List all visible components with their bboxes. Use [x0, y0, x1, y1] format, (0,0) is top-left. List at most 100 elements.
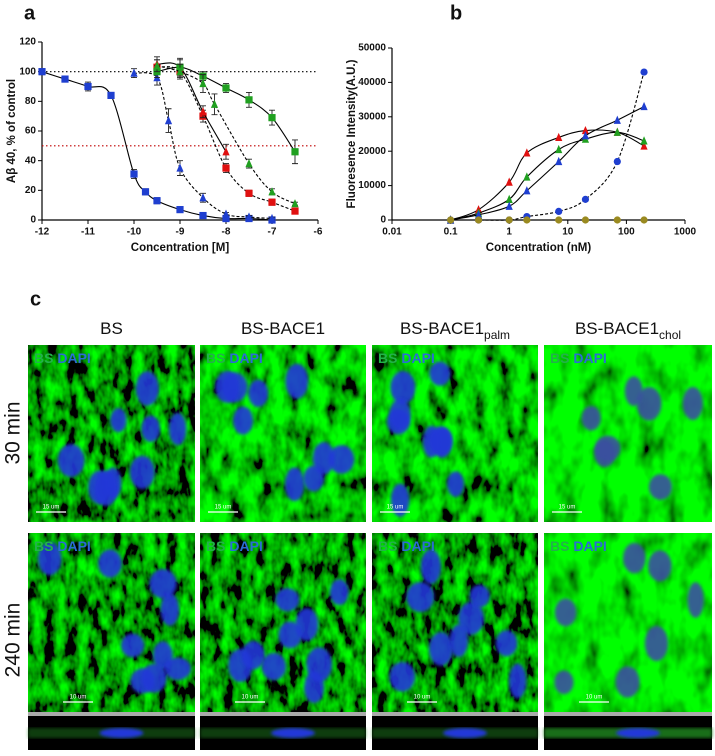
bs-signal — [200, 533, 366, 712]
y-tick-label: 0 — [380, 215, 386, 226]
nucleus — [509, 663, 527, 699]
data-point — [291, 199, 299, 208]
nucleus — [303, 465, 324, 492]
data-point — [523, 186, 531, 195]
stain-dapi: DAPI — [401, 538, 434, 554]
data-point — [640, 136, 648, 145]
nucleus — [447, 471, 465, 497]
bs-signal — [544, 345, 712, 522]
nucleus — [248, 379, 269, 407]
fit-line — [450, 131, 645, 221]
nucleus — [233, 406, 253, 435]
nucleus — [469, 584, 490, 608]
stain-label: BS DAPI — [206, 538, 263, 554]
y-tick-label: 40000 — [358, 77, 386, 88]
nucleus — [278, 621, 302, 649]
data-point — [555, 207, 563, 215]
data-point — [38, 68, 46, 76]
data-point — [613, 157, 621, 166]
y-tick-label: 10000 — [358, 180, 386, 191]
nucleus — [406, 582, 435, 613]
stain-dapi: DAPI — [401, 350, 434, 366]
nucleus — [57, 443, 85, 477]
nucleus — [285, 363, 309, 399]
data-point — [176, 163, 184, 172]
x-tick-label: -9 — [176, 227, 185, 238]
nucleus — [215, 370, 240, 404]
y-tick-label: 50000 — [358, 43, 386, 54]
x-tick-label: -6 — [314, 227, 323, 238]
data-point — [61, 75, 69, 83]
nucleus — [329, 579, 349, 606]
xz-divider — [200, 712, 366, 716]
y-tick-label: 120 — [19, 37, 36, 48]
data-point — [245, 96, 253, 104]
data-point — [555, 144, 563, 154]
x-axis-label: Concentration [M] — [131, 242, 230, 254]
x-tick-label: -10 — [127, 227, 142, 238]
panel-label: c — [30, 288, 41, 310]
data-point — [268, 198, 276, 206]
nucleus — [98, 549, 122, 578]
nucleus — [141, 415, 160, 443]
nucleus — [594, 435, 621, 462]
nucleus — [648, 474, 673, 500]
nucleus — [390, 483, 410, 517]
column-subscript: palm — [484, 328, 510, 342]
data-point — [245, 212, 253, 221]
data-point — [164, 116, 173, 125]
nucleus — [312, 442, 335, 475]
stain-label: BS DAPI — [206, 350, 263, 366]
x-tick-label: 0.1 — [444, 227, 458, 238]
data-point — [581, 125, 590, 135]
data-point — [222, 214, 230, 223]
data-point — [176, 67, 184, 76]
nucleus — [389, 398, 411, 430]
nucleus — [449, 624, 469, 658]
data-point — [474, 216, 483, 224]
data-point — [523, 148, 531, 157]
micrograph: BS DAPI 15 um — [372, 345, 538, 522]
data-point — [141, 188, 150, 196]
panel-label: a — [24, 2, 36, 24]
stain-bs: BS — [378, 538, 397, 554]
y-tick-label: 20000 — [358, 146, 386, 157]
y-tick-label: 60 — [25, 126, 37, 137]
xz-nucleus — [443, 728, 487, 738]
x-tick-label: 100 — [618, 227, 635, 238]
data-point — [555, 156, 563, 166]
nucleus — [328, 445, 355, 474]
xz-divider — [544, 712, 712, 716]
data-point — [581, 131, 590, 140]
nucleus — [94, 470, 118, 506]
data-point — [222, 209, 230, 218]
data-point — [555, 216, 563, 224]
stain-bs: BS — [34, 350, 53, 366]
scale-bar-label: 10 um — [242, 695, 259, 701]
stain-label: BS DAPI — [34, 350, 91, 366]
x-tick-label: -11 — [81, 227, 95, 238]
data-point — [245, 189, 253, 197]
nucleus — [141, 663, 167, 693]
column-name: BS-BACE1 — [241, 319, 325, 338]
data-point — [555, 132, 563, 142]
data-point — [222, 147, 230, 156]
stain-label: BS DAPI — [378, 350, 435, 366]
data-point — [199, 78, 207, 88]
stain-dapi: DAPI — [573, 538, 606, 554]
column-name: BS-BACE1 — [400, 319, 484, 338]
nucleus — [429, 632, 453, 666]
nucleus — [37, 541, 62, 576]
y-tick-label: 40 — [25, 155, 37, 166]
micrograph: BS DAPI 15 um — [544, 345, 712, 522]
row-label: 30 min — [2, 401, 25, 464]
nucleus — [428, 426, 453, 455]
data-point — [153, 197, 161, 205]
scale-bar-label: 15 um — [43, 505, 60, 511]
x-tick-label: 10 — [562, 227, 574, 238]
data-point — [505, 201, 513, 210]
nucleus — [160, 593, 180, 626]
xz-divider — [28, 712, 195, 716]
scale-bar-label: 15 um — [215, 505, 232, 511]
